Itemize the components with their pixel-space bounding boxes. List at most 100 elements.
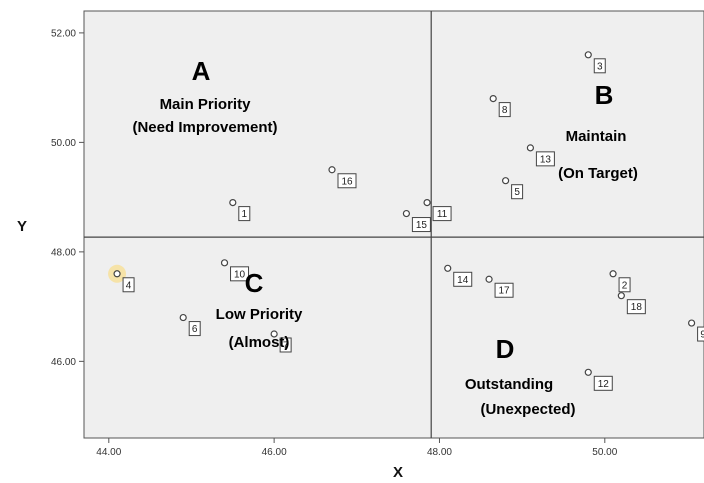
data-point-3: 3 <box>584 51 606 74</box>
point-label: 4 <box>126 280 132 291</box>
point-label: 3 <box>597 61 603 72</box>
data-point-13: 13 <box>526 144 555 167</box>
quadrant-a-line1: Main Priority <box>160 96 252 113</box>
data-point-5: 5 <box>502 177 524 200</box>
point-label-box <box>618 277 631 293</box>
plot-area <box>83 10 704 439</box>
quadrant-b-letter: B <box>595 80 614 110</box>
y-axis-label: Y <box>17 218 27 235</box>
point-label-box <box>337 173 357 189</box>
x-axis-label: X <box>393 464 403 481</box>
point-label-box <box>238 206 251 222</box>
data-point-15: 15 <box>402 209 431 233</box>
x-tick-label: 48.00 <box>427 447 452 458</box>
y-axis: 46.00 48.00 50.00 52.00 <box>51 28 84 368</box>
data-point-4: 4 <box>108 264 135 293</box>
data-point-1: 1 <box>229 199 251 222</box>
point-marker <box>270 330 278 338</box>
point-label-box <box>593 58 606 74</box>
point-label: 13 <box>540 154 552 165</box>
quadrant-b-line2: (On Target) <box>558 165 638 182</box>
point-label: 9 <box>700 330 704 341</box>
point-label-box <box>626 299 646 315</box>
point-label: 16 <box>341 176 353 187</box>
point-label-box <box>230 266 250 282</box>
x-tick-label: 46.00 <box>262 447 287 458</box>
point-marker <box>485 275 493 283</box>
point-marker <box>502 177 510 185</box>
data-point-12: 12 <box>584 368 613 391</box>
point-marker <box>328 166 336 174</box>
quadrant-d-line1: Outstanding <box>465 376 553 393</box>
point-marker <box>526 144 535 152</box>
point-marker <box>444 264 452 272</box>
x-tick-label: 50.00 <box>592 447 617 458</box>
point-label-box <box>122 277 135 293</box>
y-tick-label: 46.00 <box>51 357 76 368</box>
point-label: 7 <box>283 340 289 351</box>
point-label-box <box>511 184 524 200</box>
data-point-14: 14 <box>444 264 473 287</box>
point-label: 10 <box>234 269 246 280</box>
point-marker <box>229 199 237 207</box>
x-tick-label: 44.00 <box>96 447 121 458</box>
data-point-9: 9 <box>687 319 704 342</box>
point-label-box <box>411 217 431 233</box>
point-label: 11 <box>437 209 448 220</box>
quadrant-a-line2: (Need Improvement) <box>132 119 277 136</box>
quadrant-d-letter: D <box>496 334 515 364</box>
point-label-box <box>494 282 514 298</box>
point-label: 17 <box>499 286 511 297</box>
quadrant-a-letter: A <box>192 56 211 86</box>
point-marker <box>584 368 592 376</box>
data-point-11: 11 <box>423 199 452 222</box>
data-point-6: 6 <box>179 313 201 337</box>
point-label: 2 <box>622 280 628 291</box>
point-label-box <box>453 271 473 287</box>
quadrant-c-line2: (Almost) <box>229 334 290 351</box>
quadrant-dividers <box>84 11 704 438</box>
data-point-17: 17 <box>485 275 514 298</box>
quadrant-labels: A Main Priority (Need Improvement) B Mai… <box>132 56 637 418</box>
point-label: 18 <box>631 302 643 313</box>
point-label-box <box>188 321 201 337</box>
data-point-8: 8 <box>489 94 511 118</box>
point-label: 14 <box>457 275 469 286</box>
point-label-box <box>593 375 613 391</box>
point-label-box <box>498 102 511 118</box>
data-point-18: 18 <box>617 292 646 315</box>
quadrant-d-line2: (Unexpected) <box>480 401 575 418</box>
point-marker <box>687 319 696 327</box>
quadrant-c-letter: C <box>245 268 264 298</box>
point-label: 5 <box>514 187 520 198</box>
point-label-box <box>535 151 555 167</box>
point-label: 6 <box>192 324 198 335</box>
point-label-box <box>432 206 452 222</box>
x-axis: 44.00 46.00 48.00 50.00 <box>96 438 618 458</box>
point-label: 1 <box>242 209 248 220</box>
point-marker <box>113 270 121 278</box>
y-tick-label: 52.00 <box>51 28 76 39</box>
point-marker <box>423 199 431 207</box>
point-label: 15 <box>416 220 428 231</box>
point-label-box <box>697 326 704 342</box>
y-tick-label: 50.00 <box>51 138 76 149</box>
point-label: 8 <box>502 105 508 116</box>
point-label-box <box>279 337 292 353</box>
data-point-10: 10 <box>220 259 250 282</box>
point-marker <box>609 270 617 278</box>
quadrant-b-line1: Maintain <box>566 128 627 145</box>
point-marker <box>584 51 592 59</box>
point-marker <box>489 94 497 103</box>
data-point-7: 7 <box>270 330 292 353</box>
data-point-2: 2 <box>609 270 631 293</box>
point-label: 12 <box>598 379 610 390</box>
y-tick-label: 48.00 <box>51 247 76 258</box>
point-marker <box>617 292 625 300</box>
point-marker <box>179 313 187 322</box>
point-marker <box>402 209 410 218</box>
point-marker <box>220 259 229 267</box>
quadrant-c-line1: Low Priority <box>216 306 303 323</box>
